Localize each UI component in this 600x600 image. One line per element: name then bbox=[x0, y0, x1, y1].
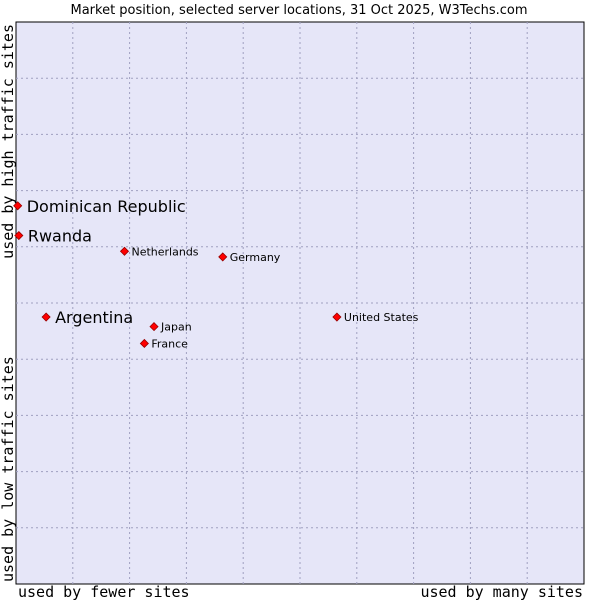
chart-title: Market position, selected server locatio… bbox=[70, 3, 527, 18]
point-label-netherlands: Netherlands bbox=[131, 245, 198, 258]
x-axis-label-left: used by fewer sites bbox=[18, 583, 190, 600]
point-marker-germany bbox=[218, 252, 228, 262]
point-label-dominican-republic: Dominican Republic bbox=[27, 197, 186, 216]
y-axis-label-bottom: used by low traffic sites bbox=[0, 356, 17, 582]
point-marker-rwanda bbox=[14, 230, 24, 241]
point-marker-argentina bbox=[41, 312, 51, 322]
point-marker-netherlands bbox=[119, 246, 130, 256]
point-label-united-states: United States bbox=[344, 311, 419, 324]
point-label-japan: Japan bbox=[160, 321, 192, 334]
grid-lines bbox=[16, 22, 584, 584]
point-label-rwanda: Rwanda bbox=[28, 227, 92, 246]
point-label-argentina: Argentina bbox=[55, 308, 133, 327]
point-marker-france bbox=[139, 338, 149, 349]
data-points: Dominican Republic Rwanda Netherlands Germa… bbox=[13, 197, 419, 350]
point-label-france: France bbox=[151, 337, 188, 350]
point-label-germany: Germany bbox=[230, 251, 281, 264]
y-axis-label-top: used by high traffic sites bbox=[0, 24, 17, 259]
point-marker-dominican-republic bbox=[13, 201, 23, 211]
point-marker-japan bbox=[149, 322, 159, 332]
point-marker-united-states bbox=[332, 312, 342, 322]
x-axis-label-right: used by many sites bbox=[420, 583, 583, 600]
